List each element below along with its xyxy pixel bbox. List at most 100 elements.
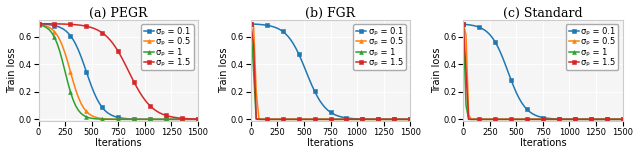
σₚ = 0.5 <box>342 118 350 120</box>
σₚ = 0.1 <box>598 118 605 120</box>
Legend: σₚ = 0.1, σₚ = 0.5, σₚ = 1, σₚ = 1.5: σₚ = 0.1, σₚ = 0.5, σₚ = 1, σₚ = 1.5 <box>566 24 618 70</box>
σₚ = 0.1 <box>385 118 393 120</box>
σₚ = 0.1 <box>342 117 350 119</box>
σₚ = 1.5 <box>90 28 98 29</box>
σₚ = 0.1 <box>173 118 180 120</box>
σₚ = 1.5 <box>406 118 414 120</box>
σₚ = 1.5 <box>497 118 504 120</box>
σₚ = 0.1 <box>303 72 310 74</box>
σₚ = 1 <box>598 118 605 120</box>
σₚ = 0.5 <box>555 118 563 120</box>
X-axis label: Iterations: Iterations <box>307 138 354 148</box>
σₚ = 0.1 <box>120 117 127 119</box>
σₚ = 0.5 <box>619 118 627 120</box>
σₚ = 0.1 <box>90 92 98 94</box>
σₚ = 0.1 <box>247 23 255 25</box>
Line: σₚ = 1: σₚ = 1 <box>36 23 200 121</box>
σₚ = 0.5 <box>130 118 138 120</box>
σₚ = 0.5 <box>279 118 287 120</box>
σₚ = 1 <box>173 118 180 120</box>
σₚ = 1.5 <box>619 118 627 120</box>
σₚ = 0.5 <box>385 118 393 120</box>
σₚ = 1 <box>130 118 138 120</box>
σₚ = 1.5 <box>194 118 202 120</box>
σₚ = 1 <box>619 118 627 120</box>
X-axis label: Iterations: Iterations <box>95 138 141 148</box>
σₚ = 0.1 <box>332 114 340 116</box>
σₚ = 1.5 <box>342 118 350 120</box>
σₚ = 1 <box>247 23 255 25</box>
σₚ = 1.5 <box>515 118 523 120</box>
σₚ = 0.1 <box>460 23 467 25</box>
σₚ = 1 <box>545 118 552 120</box>
Y-axis label: Train loss: Train loss <box>432 48 442 93</box>
σₚ = 1.5 <box>247 23 255 25</box>
σₚ = 0.5 <box>303 118 310 120</box>
σₚ = 1.5 <box>332 118 340 120</box>
σₚ = 1 <box>194 118 202 120</box>
Line: σₚ = 0.5: σₚ = 0.5 <box>249 22 412 121</box>
σₚ = 1.5 <box>555 118 563 120</box>
σₚ = 1 <box>555 118 563 120</box>
σₚ = 1 <box>515 118 523 120</box>
Line: σₚ = 0.5: σₚ = 0.5 <box>461 22 625 121</box>
σₚ = 1 <box>460 23 467 25</box>
σₚ = 1.5 <box>279 118 287 120</box>
Y-axis label: Train loss: Train loss <box>220 48 229 93</box>
σₚ = 0.5 <box>247 23 255 25</box>
X-axis label: Iterations: Iterations <box>520 138 566 148</box>
σₚ = 0.5 <box>194 118 202 120</box>
σₚ = 0.1 <box>279 31 287 32</box>
σₚ = 1.5 <box>545 118 552 120</box>
σₚ = 0.5 <box>545 118 552 120</box>
σₚ = 0.5 <box>598 118 605 120</box>
σₚ = 1.5 <box>385 118 393 120</box>
σₚ = 0.5 <box>497 118 504 120</box>
σₚ = 1.5 <box>173 117 180 119</box>
σₚ = 0.1 <box>130 118 138 120</box>
σₚ = 0.1 <box>497 52 504 53</box>
Line: σₚ = 0.1: σₚ = 0.1 <box>249 22 412 121</box>
σₚ = 1.5 <box>130 81 138 83</box>
σₚ = 0.5 <box>120 118 127 120</box>
Legend: σₚ = 0.1, σₚ = 0.5, σₚ = 1, σₚ = 1.5: σₚ = 0.1, σₚ = 0.5, σₚ = 1, σₚ = 1.5 <box>353 24 406 70</box>
σₚ = 0.1 <box>35 23 42 25</box>
Y-axis label: Train loss: Train loss <box>7 48 17 93</box>
σₚ = 0.1 <box>406 118 414 120</box>
σₚ = 0.5 <box>332 118 340 120</box>
Title: (a) PEGR: (a) PEGR <box>89 7 147 20</box>
σₚ = 0.1 <box>515 97 523 99</box>
Line: σₚ = 1.5: σₚ = 1.5 <box>249 22 412 121</box>
σₚ = 0.5 <box>492 118 499 120</box>
σₚ = 0.1 <box>545 117 552 119</box>
σₚ = 0.1 <box>194 118 202 120</box>
σₚ = 0.1 <box>619 118 627 120</box>
σₚ = 1 <box>492 118 499 120</box>
σₚ = 0.5 <box>72 89 79 91</box>
σₚ = 1 <box>72 105 79 107</box>
σₚ = 1.5 <box>35 23 42 25</box>
σₚ = 1 <box>332 118 340 120</box>
Line: σₚ = 1.5: σₚ = 1.5 <box>461 22 625 121</box>
σₚ = 1.5 <box>460 23 467 25</box>
σₚ = 1 <box>385 118 393 120</box>
σₚ = 0.5 <box>460 23 467 25</box>
Title: (c) Standard: (c) Standard <box>503 7 583 20</box>
Title: (b) FGR: (b) FGR <box>305 7 356 20</box>
σₚ = 1.5 <box>598 118 605 120</box>
σₚ = 0.1 <box>72 43 79 45</box>
Line: σₚ = 0.5: σₚ = 0.5 <box>36 22 200 121</box>
σₚ = 0.5 <box>515 118 523 120</box>
σₚ = 1 <box>279 118 287 120</box>
σₚ = 0.5 <box>90 116 98 118</box>
σₚ = 1 <box>342 118 350 120</box>
σₚ = 0.1 <box>492 41 499 43</box>
σₚ = 1 <box>67 91 74 93</box>
σₚ = 1.5 <box>120 60 127 62</box>
σₚ = 1 <box>497 118 504 120</box>
σₚ = 1 <box>303 118 310 120</box>
σₚ = 1.5 <box>303 118 310 120</box>
σₚ = 0.5 <box>67 71 74 72</box>
σₚ = 1.5 <box>284 118 292 120</box>
Line: σₚ = 1.5: σₚ = 1.5 <box>36 22 200 121</box>
